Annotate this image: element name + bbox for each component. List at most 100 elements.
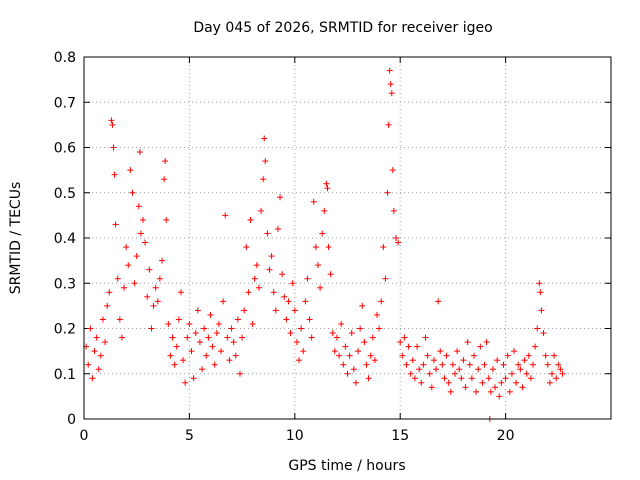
data-point	[342, 343, 349, 350]
data-point	[367, 352, 374, 359]
y-tick-label: 0.8	[54, 50, 76, 66]
y-tick-label: 0	[67, 412, 76, 428]
data-point	[251, 275, 258, 282]
data-point	[390, 207, 397, 214]
data-point	[135, 203, 142, 210]
data-point	[546, 379, 553, 386]
data-point	[201, 325, 208, 332]
data-point	[91, 348, 98, 355]
data-point	[281, 293, 288, 300]
data-point	[171, 361, 178, 368]
data-point	[481, 361, 488, 368]
data-point	[222, 212, 229, 219]
data-point	[498, 379, 505, 386]
data-point	[355, 348, 362, 355]
data-point	[289, 280, 296, 287]
data-point	[291, 307, 298, 314]
data-point	[205, 334, 212, 341]
data-point	[430, 357, 437, 364]
data-point	[557, 366, 564, 373]
data-point	[456, 366, 463, 373]
data-point	[525, 352, 532, 359]
data-point	[324, 185, 331, 192]
data-point	[489, 366, 496, 373]
data-point	[504, 352, 511, 359]
data-point	[102, 339, 109, 346]
data-point	[483, 339, 490, 346]
data-point	[473, 388, 480, 395]
data-point	[530, 361, 537, 368]
data-point	[460, 357, 467, 364]
data-point	[129, 189, 136, 196]
x-tick-label: 20	[497, 428, 515, 444]
data-point	[131, 280, 138, 287]
data-point	[426, 370, 433, 377]
data-point	[239, 334, 246, 341]
data-point	[559, 370, 566, 377]
grid	[84, 57, 611, 419]
data-point	[500, 361, 507, 368]
data-point	[333, 334, 340, 341]
data-point	[452, 370, 459, 377]
data-point	[161, 176, 168, 183]
data-point	[380, 244, 387, 251]
data-point	[466, 361, 473, 368]
x-tick-label: 5	[185, 428, 194, 444]
data-point	[207, 311, 214, 318]
data-point	[118, 334, 125, 341]
data-point	[361, 339, 368, 346]
data-point	[378, 298, 385, 305]
data-point	[470, 352, 477, 359]
data-point	[496, 393, 503, 400]
data-point	[363, 361, 370, 368]
data-point	[150, 302, 157, 309]
data-point	[523, 370, 530, 377]
data-point	[374, 311, 381, 318]
data-point	[241, 307, 248, 314]
data-point	[405, 343, 412, 350]
data-point	[519, 384, 526, 391]
data-point	[99, 316, 106, 323]
data-point	[106, 289, 113, 296]
data-point	[388, 90, 395, 97]
data-point	[416, 366, 423, 373]
data-point	[249, 320, 256, 327]
data-point	[287, 330, 294, 337]
data-point	[165, 320, 172, 327]
data-point	[104, 302, 111, 309]
data-point	[414, 343, 421, 350]
data-point	[462, 384, 469, 391]
data-point	[344, 370, 351, 377]
data-point	[283, 316, 290, 323]
data-point	[156, 275, 163, 282]
data-point	[502, 375, 509, 382]
data-point	[230, 339, 237, 346]
data-point	[173, 343, 180, 350]
data-point	[261, 135, 268, 142]
data-point	[300, 348, 307, 355]
data-point	[389, 167, 396, 174]
data-point	[540, 330, 547, 337]
data-point	[158, 257, 165, 264]
data-point	[279, 271, 286, 278]
data-point	[479, 379, 486, 386]
data-point	[203, 352, 210, 359]
data-point	[127, 167, 134, 174]
data-point	[182, 379, 189, 386]
data-point	[422, 334, 429, 341]
data-point	[137, 230, 144, 237]
plot-frame	[83, 56, 612, 420]
data-point	[97, 352, 104, 359]
data-point	[142, 239, 149, 246]
data-point	[454, 348, 461, 355]
data-point	[494, 357, 501, 364]
data-point	[323, 180, 330, 187]
data-point	[192, 330, 199, 337]
y-tick-label: 0.3	[54, 276, 76, 292]
data-point	[418, 379, 425, 386]
y-tick-label: 0.2	[54, 322, 76, 338]
data-point	[387, 81, 394, 88]
data-point	[325, 244, 332, 251]
data-point	[196, 339, 203, 346]
